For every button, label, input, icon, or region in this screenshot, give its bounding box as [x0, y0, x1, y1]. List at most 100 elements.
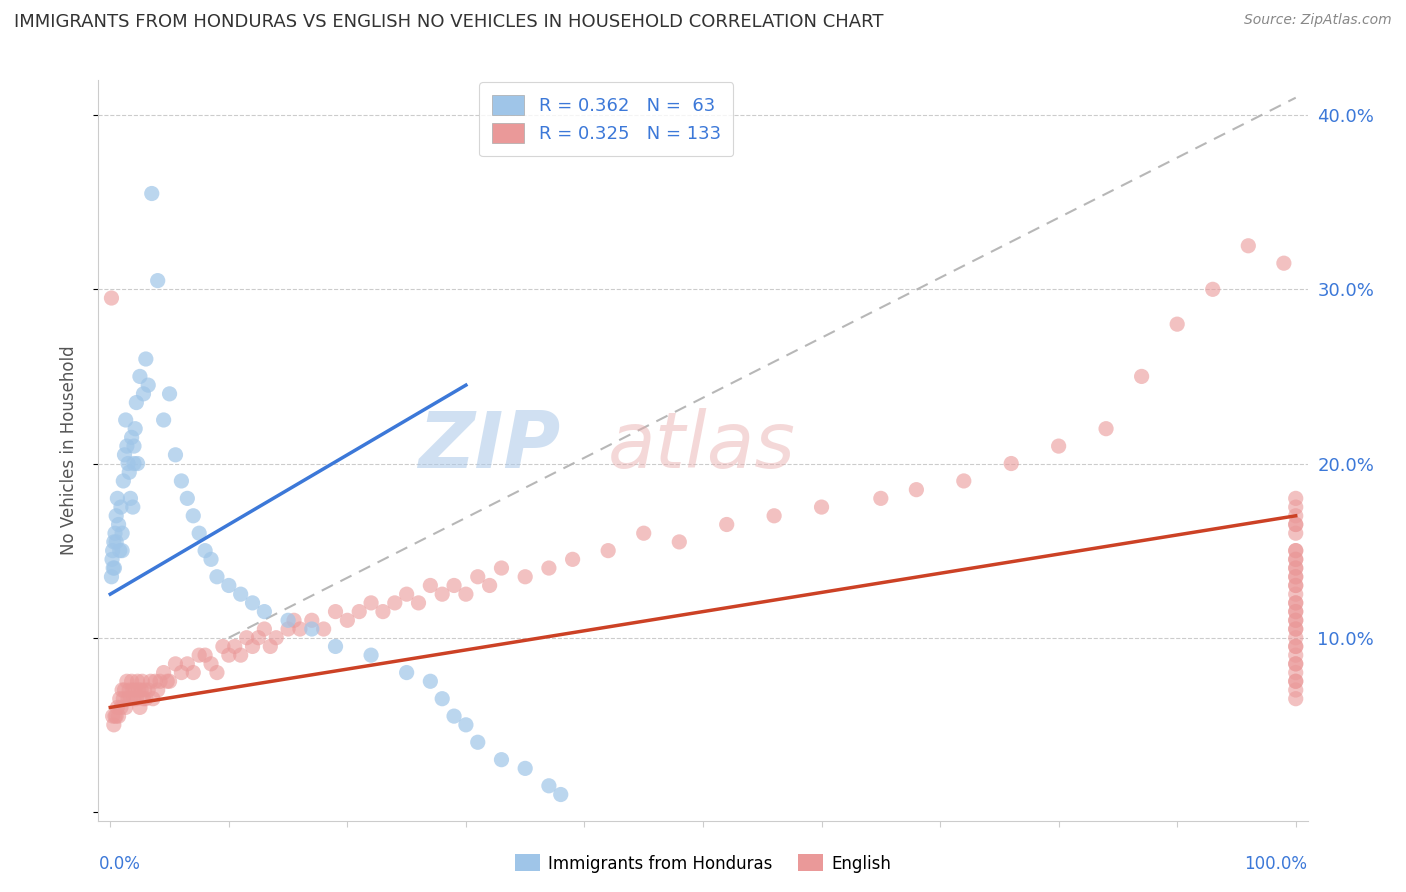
Point	[247, 631, 270, 645]
Point	[146, 683, 169, 698]
Point	[1285, 526, 1308, 541]
Point	[152, 413, 174, 427]
Point	[224, 640, 246, 654]
Point	[259, 640, 281, 654]
Point	[1285, 570, 1308, 584]
Point	[181, 508, 204, 523]
Point	[114, 683, 136, 698]
Point	[114, 700, 136, 714]
Point	[1285, 665, 1308, 680]
Point	[107, 517, 129, 532]
Point	[264, 631, 287, 645]
Point	[432, 691, 454, 706]
Point	[242, 596, 264, 610]
Point	[1285, 500, 1308, 514]
Point	[253, 605, 276, 619]
Point	[101, 709, 124, 723]
Point	[156, 674, 179, 689]
Point	[165, 448, 187, 462]
Point	[110, 700, 132, 714]
Point	[869, 491, 891, 506]
Legend: Immigrants from Honduras, English: Immigrants from Honduras, English	[509, 847, 897, 880]
Point	[218, 648, 240, 662]
Point	[101, 552, 124, 566]
Point	[1285, 674, 1308, 689]
Point	[105, 491, 128, 506]
Point	[467, 735, 489, 749]
Point	[194, 648, 217, 662]
Point	[112, 474, 135, 488]
Point	[1285, 596, 1308, 610]
Point	[128, 683, 150, 698]
Point	[152, 665, 174, 680]
Point	[104, 526, 127, 541]
Point	[1285, 508, 1308, 523]
Point	[1285, 596, 1308, 610]
Point	[132, 387, 155, 401]
Point	[121, 430, 143, 444]
Point	[111, 543, 134, 558]
Text: IMMIGRANTS FROM HONDURAS VS ENGLISH NO VEHICLES IN HOUSEHOLD CORRELATION CHART: IMMIGRANTS FROM HONDURAS VS ENGLISH NO V…	[14, 13, 883, 31]
Point	[188, 648, 211, 662]
Point	[277, 613, 299, 627]
Point	[135, 351, 157, 366]
Point	[371, 605, 394, 619]
Point	[125, 395, 148, 409]
Point	[491, 753, 513, 767]
Point	[1285, 631, 1308, 645]
Point	[1166, 317, 1188, 331]
Point	[127, 674, 149, 689]
Point	[188, 526, 211, 541]
Point	[325, 605, 347, 619]
Point	[131, 674, 153, 689]
Point	[336, 613, 359, 627]
Point	[1285, 552, 1308, 566]
Point	[135, 691, 157, 706]
Point	[235, 631, 257, 645]
Point	[104, 709, 127, 723]
Point	[136, 683, 159, 698]
Point	[136, 378, 159, 392]
Point	[101, 543, 124, 558]
Point	[360, 596, 382, 610]
Point	[277, 622, 299, 636]
Point	[1202, 282, 1225, 296]
Point	[1285, 640, 1308, 654]
Text: 100.0%: 100.0%	[1244, 855, 1308, 873]
Point	[325, 640, 347, 654]
Text: 0.0%: 0.0%	[98, 855, 141, 873]
Point	[478, 578, 501, 592]
Point	[395, 587, 418, 601]
Point	[129, 700, 152, 714]
Point	[121, 500, 143, 514]
Point	[242, 640, 264, 654]
Point	[124, 683, 146, 698]
Point	[129, 683, 152, 698]
Point	[443, 709, 465, 723]
Point	[467, 570, 489, 584]
Point	[146, 274, 169, 288]
Point	[122, 457, 145, 471]
Point	[170, 665, 193, 680]
Point	[491, 561, 513, 575]
Point	[561, 552, 583, 566]
Point	[105, 709, 128, 723]
Point	[454, 587, 477, 601]
Point	[454, 718, 477, 732]
Point	[1285, 578, 1308, 592]
Point	[515, 761, 537, 775]
Point	[1237, 239, 1260, 253]
Point	[1285, 587, 1308, 601]
Point	[395, 665, 418, 680]
Point	[1130, 369, 1153, 384]
Point	[103, 718, 125, 732]
Point	[384, 596, 406, 610]
Point	[633, 526, 655, 541]
Point	[108, 691, 131, 706]
Point	[176, 491, 198, 506]
Point	[229, 648, 252, 662]
Point	[1285, 613, 1308, 627]
Point	[515, 570, 537, 584]
Point	[103, 561, 125, 575]
Point	[537, 561, 560, 575]
